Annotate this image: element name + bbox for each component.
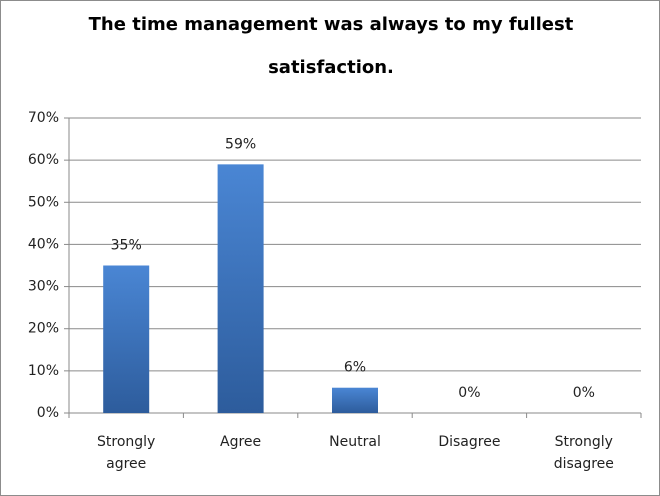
y-tick-label: 60%: [28, 152, 59, 168]
x-tick-label: Strongly disagree: [553, 434, 614, 472]
data-label: 0%: [573, 385, 595, 401]
y-tick-label: 30%: [28, 279, 59, 295]
bar: [103, 265, 150, 413]
x-tick-label: Strongly agree: [97, 434, 156, 472]
y-tick-label: 10%: [28, 363, 59, 379]
chart-title: The time management was always to my ful…: [88, 14, 574, 78]
data-label: 6%: [344, 360, 366, 376]
y-tick-label: 0%: [37, 405, 59, 421]
bar: [332, 387, 378, 413]
y-tick-label: 40%: [28, 236, 59, 252]
data-label: 0%: [458, 385, 480, 401]
bar: [217, 164, 264, 413]
data-label: 59%: [225, 136, 256, 152]
x-tick-label: Agree: [220, 434, 262, 450]
y-tick-label: 70%: [28, 110, 59, 126]
data-label: 35%: [111, 238, 142, 254]
x-tick-label: Disagree: [438, 434, 501, 450]
y-tick-label: 50%: [28, 194, 59, 210]
y-tick-label: 20%: [28, 321, 59, 337]
x-tick-label: Neutral: [329, 434, 381, 450]
